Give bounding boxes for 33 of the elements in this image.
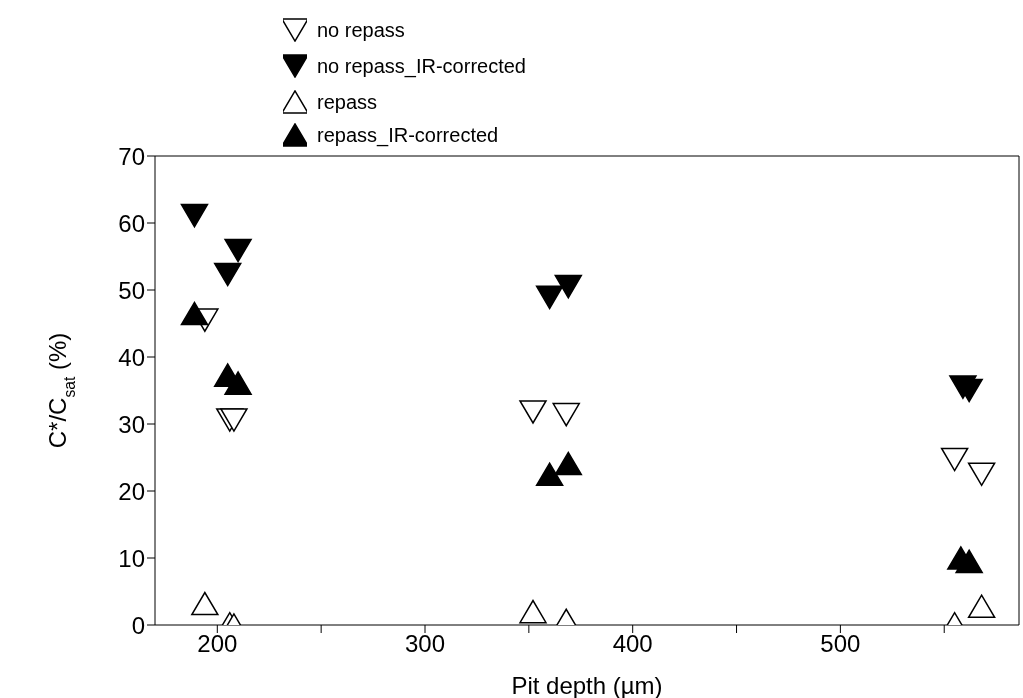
- point: [191, 591, 219, 616]
- legend-label: repass_IR-corrected: [317, 123, 499, 149]
- point: [224, 371, 252, 395]
- point: [554, 451, 583, 476]
- y-tick-label: 60: [118, 209, 145, 237]
- point: [519, 400, 547, 424]
- point: [552, 402, 580, 427]
- x-tick-label: 300: [404, 630, 446, 658]
- point: [955, 549, 983, 574]
- point: [967, 594, 996, 619]
- y-tick-label: 0: [131, 611, 145, 639]
- point: [967, 462, 996, 487]
- point: [535, 285, 564, 310]
- y-tick-label: 50: [118, 276, 145, 304]
- y-tick-label: 70: [118, 142, 145, 170]
- y-tick-label: 40: [118, 343, 145, 371]
- point: [180, 301, 209, 326]
- point: [940, 447, 969, 472]
- x-tick-label: 400: [612, 630, 653, 658]
- legend-label: no repass_IR-corrected: [317, 54, 526, 80]
- point: [519, 599, 547, 624]
- point: [180, 203, 209, 228]
- legend-label: repass: [317, 90, 378, 115]
- x-tick-label: 500: [820, 630, 861, 658]
- point: [554, 274, 583, 299]
- y-tick-label: 20: [118, 477, 145, 505]
- legend-label: no repass: [317, 18, 405, 43]
- point: [224, 238, 252, 263]
- point: [535, 462, 564, 487]
- y-tick-label: 30: [118, 410, 145, 438]
- point: [213, 262, 242, 287]
- y-tick-label: 10: [118, 544, 145, 572]
- x-tick-label: 200: [197, 630, 238, 658]
